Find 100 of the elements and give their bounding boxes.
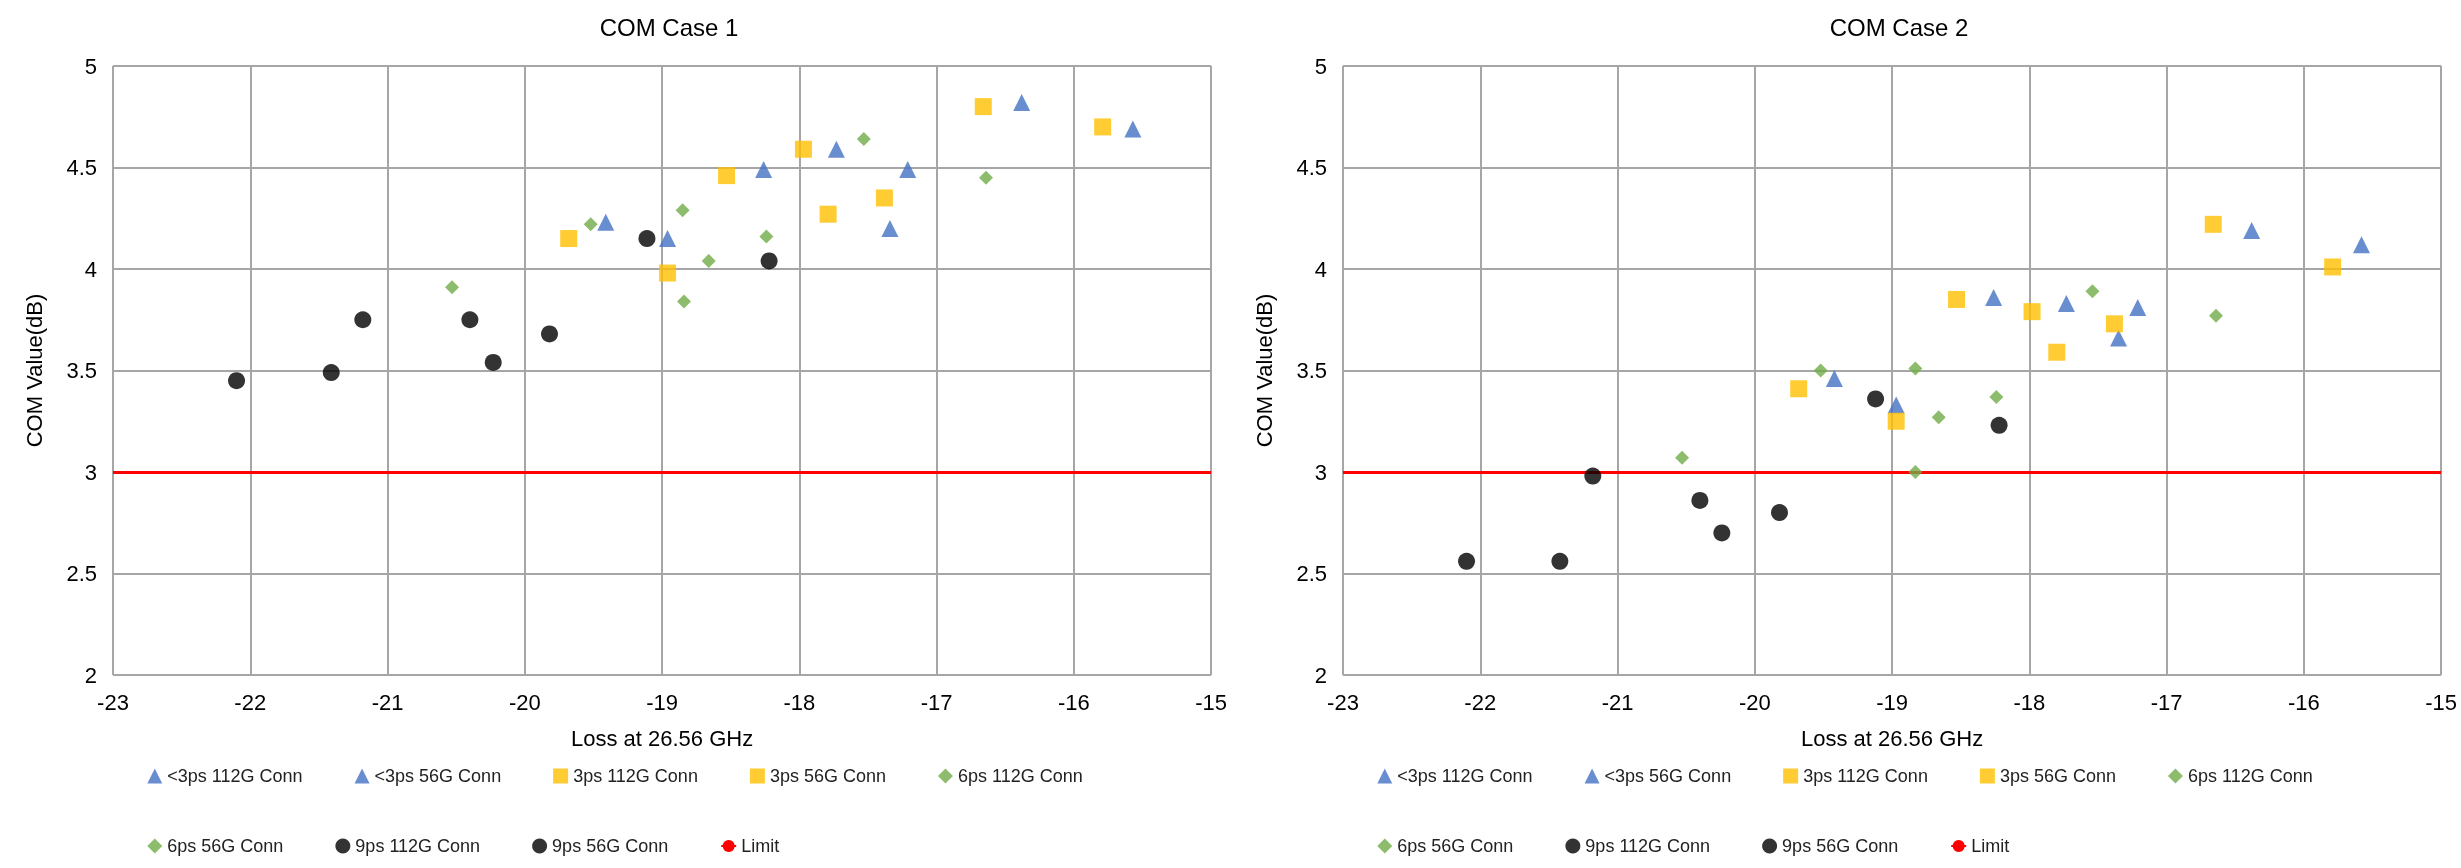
point (1931, 410, 1946, 425)
point (659, 264, 677, 282)
point (701, 253, 716, 268)
legend-label: Limit (741, 836, 780, 856)
x-tick-label: -16 (2287, 689, 2320, 715)
y-tick-label: 2 (84, 662, 97, 688)
x-tick-label: -23 (97, 689, 129, 715)
point (1887, 396, 1905, 414)
point (2110, 329, 2128, 347)
x-axis-title: Loss at 26.56 GHz (1800, 725, 1984, 751)
x-tick-label: -22 (234, 689, 267, 715)
legend-label: Limit (1971, 836, 2010, 856)
y-tick-label: 3.5 (1296, 358, 1327, 383)
point (597, 213, 615, 231)
point (1790, 380, 1808, 398)
point (2085, 284, 2100, 299)
y-tick-label: 3 (1314, 459, 1327, 485)
point (541, 325, 558, 343)
chart-title: COM Case 2 (1829, 13, 1969, 41)
point (484, 353, 502, 371)
legend-label: 9ps 56G Conn (1782, 836, 1899, 856)
point (899, 161, 917, 179)
y-tick-label: 4.5 (66, 155, 97, 180)
y-tick-label: 4 (1314, 256, 1327, 282)
point (638, 230, 656, 248)
point (718, 167, 736, 185)
y-axis-title: COM Value(dB) (1251, 293, 1277, 448)
point (1094, 118, 1112, 136)
legend-label: 3ps 56G Conn (769, 766, 886, 786)
x-tick-label: -20 (1738, 689, 1771, 715)
x-tick-label: -22 (1464, 689, 1497, 715)
point (461, 311, 479, 329)
x-tick-label: -16 (1057, 689, 1090, 715)
y-tick-label: 4 (84, 256, 97, 282)
point (1771, 504, 1788, 522)
x-tick-label: -20 (508, 689, 541, 715)
point (677, 294, 692, 309)
point (978, 170, 993, 185)
point (2048, 343, 2066, 361)
legend-label: 6ps 112G Conn (957, 766, 1083, 786)
point (1458, 552, 1476, 570)
x-tick-label: -23 (1327, 689, 1359, 715)
point (675, 203, 690, 218)
legend-label: 6ps 112G Conn (2187, 766, 2313, 786)
x-axis-title: Loss at 26.56 GHz (570, 725, 754, 751)
point (1989, 389, 2004, 404)
x-tick-label: -18 (2013, 689, 2046, 715)
point (1908, 465, 1923, 479)
legend-label: <3ps 112G Conn (1397, 766, 1533, 786)
y-tick-label: 3.5 (66, 358, 97, 383)
point (1691, 491, 1709, 509)
y-axis-title: COM Value(dB) (21, 293, 47, 448)
point (1813, 363, 1828, 378)
point (755, 161, 773, 179)
point (974, 98, 992, 116)
point (2204, 215, 2222, 233)
y-tick-label: 2.5 (66, 561, 97, 586)
point (819, 205, 837, 223)
legend-label: 6ps 56G Conn (167, 836, 284, 856)
point (445, 280, 460, 295)
x-tick-label: -15 (2425, 689, 2457, 715)
point (228, 372, 246, 390)
point (1990, 416, 2008, 434)
point (1675, 450, 1690, 465)
y-tick-label: 5 (84, 53, 97, 79)
point (583, 217, 598, 232)
point (1948, 290, 1966, 308)
point (827, 140, 845, 158)
legend-label: 3ps 112G Conn (573, 766, 698, 786)
point (322, 364, 340, 382)
point (659, 230, 677, 248)
legend-label: <3ps 56G Conn (1604, 766, 1732, 786)
point (1124, 120, 1142, 138)
legend-label: 3ps 112G Conn (1803, 766, 1928, 786)
x-tick-label: -19 (646, 689, 678, 715)
point (1713, 524, 1731, 542)
x-tick-label: -17 (920, 689, 953, 715)
x-tick-label: -18 (783, 689, 816, 715)
legend-label: 9ps 112G Conn (355, 836, 481, 856)
legend-label: 9ps 56G Conn (552, 836, 669, 856)
point (2023, 303, 2041, 321)
point (1551, 552, 1569, 570)
point (794, 140, 812, 158)
y-tick-label: 4.5 (1296, 155, 1327, 180)
point (2057, 295, 2075, 313)
legend-label: <3ps 112G Conn (167, 766, 303, 786)
point (1985, 288, 2003, 306)
x-tick-label: -21 (371, 689, 404, 715)
point (1584, 467, 1602, 485)
point (2129, 299, 2147, 317)
point (560, 230, 578, 248)
chart-title: COM Case 1 (599, 13, 739, 41)
y-tick-label: 3 (84, 459, 97, 485)
point (2208, 308, 2223, 323)
x-tick-label: -19 (1876, 689, 1908, 715)
point (881, 219, 899, 237)
point (1013, 94, 1031, 112)
legend-label: <3ps 56G Conn (374, 766, 502, 786)
point (354, 311, 372, 329)
point (1867, 390, 1885, 408)
